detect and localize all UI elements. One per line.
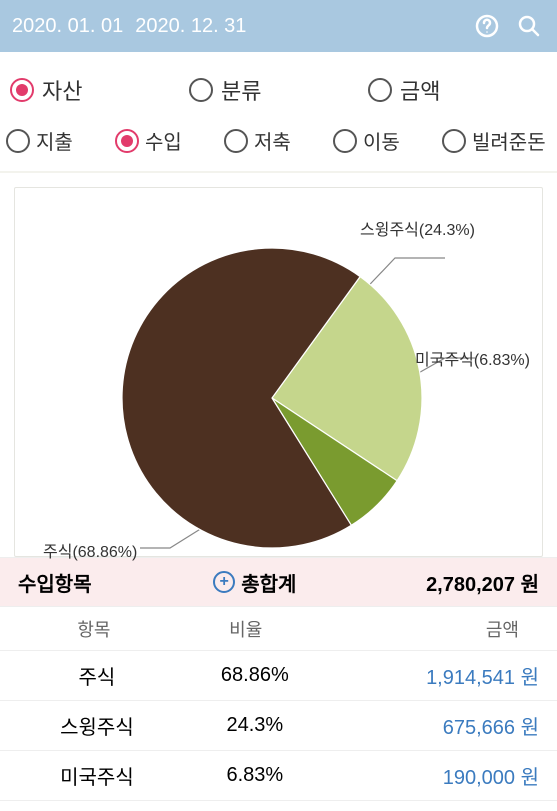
summary-total-text: 총합계	[241, 568, 296, 597]
table-row[interactable]: 스윙주식 24.3% 675,666 원	[0, 701, 557, 751]
subtab-lent[interactable]: 빌려준돈	[442, 126, 551, 155]
subtab-expense[interactable]: 지출	[6, 126, 115, 155]
radio-icon	[442, 129, 466, 153]
radio-icon	[6, 129, 30, 153]
tab-label: 금액	[400, 74, 440, 106]
cell-name: 미국주식	[18, 761, 176, 790]
date-to: 2020. 12. 31	[135, 15, 246, 38]
sub-tab-row: 지출 수입 저축 이동 빌려준돈	[0, 116, 557, 173]
pie-chart	[122, 248, 422, 548]
subtab-income[interactable]: 수입	[115, 126, 224, 155]
radio-icon	[115, 129, 139, 153]
plus-icon: +	[213, 571, 235, 593]
summary-total-amount: 2,780,207 원	[334, 568, 539, 597]
summary-label: 수입항목	[18, 568, 176, 597]
tab-amount[interactable]: 금액	[368, 74, 547, 106]
subtab-label: 빌려준돈	[472, 126, 546, 155]
subtab-label: 지출	[36, 126, 73, 155]
cell-pct: 24.3%	[176, 714, 334, 737]
date-range[interactable]: 2020. 01. 01 2020. 12. 31	[12, 15, 461, 38]
cell-name: 스윙주식	[18, 711, 176, 740]
tab-asset[interactable]: 자산	[10, 74, 189, 106]
table-header: 항목 비율 금액	[0, 607, 557, 651]
table-row[interactable]: 미국주식 6.83% 190,000 원	[0, 751, 557, 801]
cell-name: 주식	[18, 661, 176, 690]
th-amount: 금액	[322, 616, 539, 642]
th-name: 항목	[18, 616, 170, 642]
pie-chart-panel: 스윙주식(24.3%) 미국주식(6.83%) 주식(68.86%)	[14, 187, 543, 557]
table-row[interactable]: 주식 68.86% 1,914,541 원	[0, 651, 557, 701]
radio-icon	[333, 129, 357, 153]
subtab-label: 저축	[254, 126, 291, 155]
cell-amount: 190,000 원	[334, 761, 539, 790]
app-header: 2020. 01. 01 2020. 12. 31	[0, 0, 557, 52]
radio-icon	[368, 78, 392, 102]
summary-total-label[interactable]: + 총합계	[176, 568, 334, 597]
tab-label: 자산	[42, 74, 82, 106]
th-pct: 비율	[170, 616, 322, 642]
radio-icon	[10, 78, 34, 102]
cell-pct: 68.86%	[176, 664, 334, 687]
top-tab-row: 자산 분류 금액	[0, 52, 557, 116]
tab-category[interactable]: 분류	[189, 74, 368, 106]
subtab-label: 이동	[363, 126, 400, 155]
subtab-label: 수입	[145, 126, 182, 155]
cell-amount: 1,914,541 원	[334, 661, 539, 690]
cell-pct: 6.83%	[176, 764, 334, 787]
search-icon[interactable]	[513, 10, 545, 42]
tab-label: 분류	[221, 74, 261, 106]
radio-icon	[189, 78, 213, 102]
subtab-savings[interactable]: 저축	[224, 126, 333, 155]
pie-label-us: 미국주식(6.83%)	[415, 346, 530, 370]
radio-icon	[224, 129, 248, 153]
pie-label-stock: 주식(68.86%)	[43, 538, 137, 562]
subtab-transfer[interactable]: 이동	[333, 126, 442, 155]
help-icon[interactable]	[471, 10, 503, 42]
summary-row: 수입항목 + 총합계 2,780,207 원	[0, 557, 557, 607]
pie-label-swing: 스윙주식(24.3%)	[360, 216, 475, 240]
date-from: 2020. 01. 01	[12, 15, 123, 38]
cell-amount: 675,666 원	[334, 711, 539, 740]
